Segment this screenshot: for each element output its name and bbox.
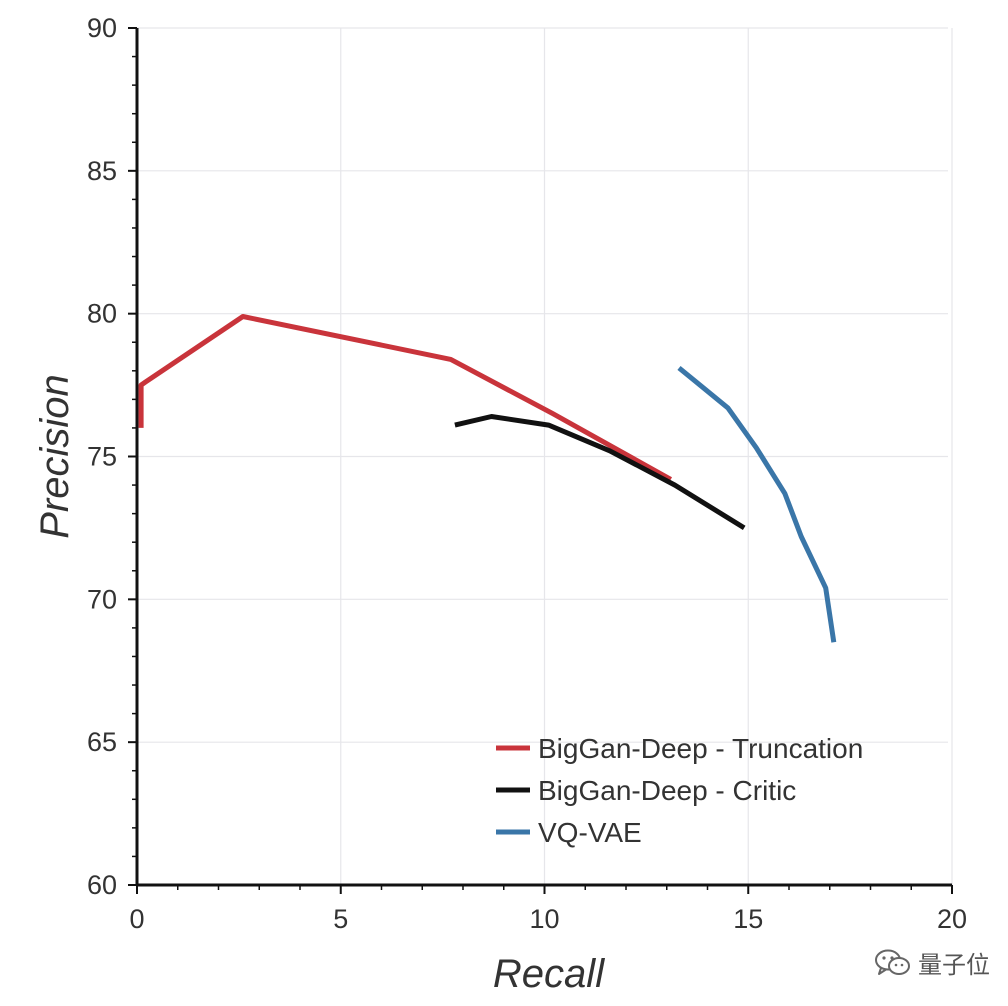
- series-line-3: [679, 368, 834, 642]
- y-axis-title: Precision: [33, 374, 77, 539]
- x-axis-title: Recall: [493, 952, 605, 996]
- x-tick-label: 20: [937, 904, 967, 934]
- y-tick-label: 60: [87, 870, 117, 900]
- series-lines: [141, 317, 834, 643]
- series-line-1: [141, 317, 671, 480]
- y-tick-label: 80: [87, 299, 117, 329]
- legend: BigGan-Deep - Truncation BigGan-Deep - Cr…: [496, 733, 863, 848]
- axes: [128, 28, 952, 894]
- y-tick-label: 70: [87, 584, 117, 614]
- tick-labels: 60 65 70 75 80 85 90 0 5 10 15 20: [87, 13, 967, 934]
- x-tick-label: 5: [333, 904, 348, 934]
- x-tick-label: 10: [529, 904, 559, 934]
- legend-label-1: BigGan-Deep - Truncation: [538, 733, 863, 764]
- legend-label-2: BigGan-Deep - Critic: [538, 775, 796, 806]
- y-tick-label: 90: [87, 13, 117, 43]
- watermark: 量子位: [874, 945, 990, 980]
- y-tick-label: 65: [87, 727, 117, 757]
- x-tick-label: 15: [733, 904, 763, 934]
- x-tick-label: 0: [129, 904, 144, 934]
- wechat-icon: [874, 948, 912, 978]
- y-tick-label: 85: [87, 156, 117, 186]
- series-line-2: [455, 417, 744, 528]
- y-tick-label: 75: [87, 442, 117, 472]
- watermark-text: 量子位: [918, 945, 990, 980]
- legend-label-3: VQ-VAE: [538, 817, 642, 848]
